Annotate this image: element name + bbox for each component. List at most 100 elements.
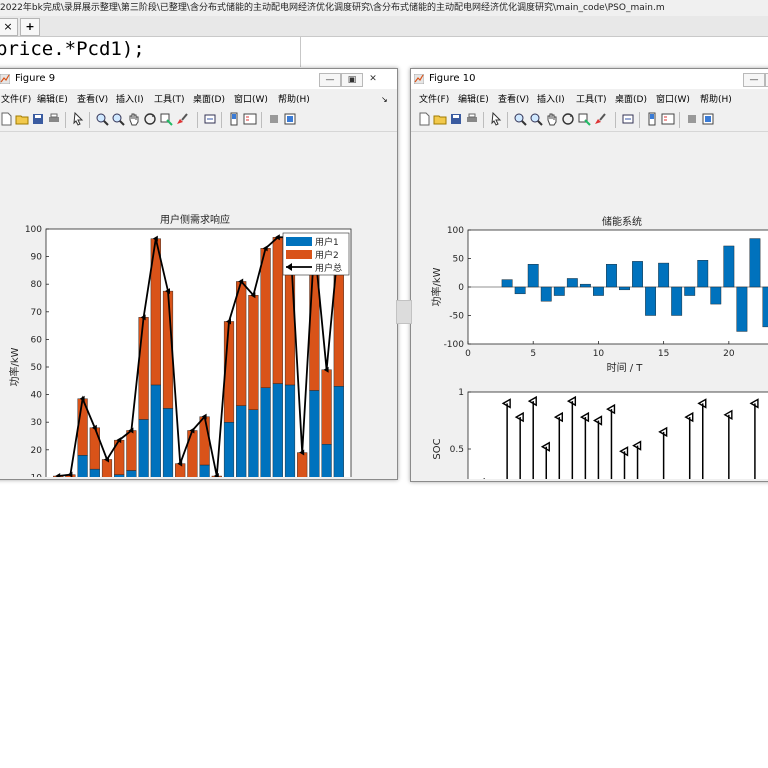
- y-tick-label: 10: [31, 473, 43, 477]
- data-cursor-icon[interactable]: [577, 112, 591, 126]
- toolbar-separator: [507, 112, 508, 128]
- menu-file[interactable]: 文件(F): [1, 95, 32, 105]
- maximize-button[interactable]: ▣: [765, 73, 768, 87]
- menu-help[interactable]: 帮助(H): [700, 95, 732, 105]
- soc-stem-marker: [632, 440, 642, 451]
- y-tick-label: 0.5: [450, 445, 464, 455]
- soc-stem-marker: [566, 395, 577, 407]
- minimize-button[interactable]: —: [319, 73, 341, 87]
- y-tick-label: 50: [31, 363, 43, 373]
- bar-user1: [272, 383, 283, 477]
- total-line-marker: [177, 460, 183, 467]
- figure-10-menubar: 文件(F) 编辑(E) 查看(V) 插入(I) 工具(T) 桌面(D) 窗口(W…: [411, 91, 768, 109]
- hide-tools-icon[interactable]: [685, 112, 699, 126]
- axes-box: [467, 391, 768, 479]
- tab-close-button[interactable]: ×: [0, 18, 18, 36]
- rotate-3d-icon[interactable]: [143, 112, 157, 126]
- link-plot-icon[interactable]: [621, 112, 635, 126]
- menu-window[interactable]: 窗口(W): [234, 95, 268, 105]
- colorbar-icon[interactable]: [645, 112, 659, 126]
- close-button[interactable]: ✕: [369, 74, 377, 84]
- menu-desktop[interactable]: 桌面(D): [615, 95, 647, 105]
- figure-9-window[interactable]: Figure 9 — ▣ ✕ 文件(F) 编辑(E) 查看(V) 插入(I) 工…: [0, 68, 398, 480]
- soc-stem-marker: [749, 398, 759, 409]
- pan-hand-icon[interactable]: [545, 112, 559, 126]
- total-line-marker: [116, 437, 122, 444]
- chart-title: 储能系统: [602, 215, 642, 228]
- legend-icon[interactable]: [243, 112, 257, 126]
- add-tab-button[interactable]: +: [20, 18, 40, 36]
- maximize-button[interactable]: ▣: [341, 73, 363, 87]
- open-file-icon[interactable]: [433, 112, 447, 126]
- legend-label-user1: 用户1: [315, 236, 339, 248]
- show-tools-icon[interactable]: [283, 112, 297, 126]
- pan-hand-icon[interactable]: [127, 112, 141, 126]
- soc-stem-marker: [723, 409, 733, 421]
- print-icon[interactable]: [47, 112, 61, 126]
- menu-view[interactable]: 查看(V): [498, 95, 530, 105]
- legend-label-total: 用户总: [315, 262, 342, 274]
- new-figure-icon[interactable]: [0, 112, 13, 126]
- bar-user2: [272, 237, 283, 384]
- zoom-in-icon[interactable]: [513, 112, 527, 126]
- show-tools-icon[interactable]: [701, 112, 715, 126]
- figure-9-menubar: 文件(F) 编辑(E) 查看(V) 插入(I) 工具(T) 桌面(D) 窗口(W…: [0, 91, 397, 109]
- figure-10-window[interactable]: Figure 10 — ▣ 文件(F) 编辑(E) 查看(V) 插入(I) 工具…: [410, 68, 768, 482]
- y-tick-label: 30: [31, 418, 43, 428]
- total-line-marker: [213, 473, 219, 477]
- menu-edit[interactable]: 编辑(E): [458, 95, 489, 105]
- storage-power-bar: [592, 286, 604, 296]
- zoom-out-icon[interactable]: [529, 112, 543, 126]
- figure-9-titlebar: Figure 9 — ▣ ✕: [0, 69, 397, 89]
- pointer-icon[interactable]: [489, 112, 503, 126]
- legend-marker-total: [286, 263, 292, 271]
- colorbar-icon[interactable]: [227, 112, 241, 126]
- code-editor[interactable]: price.*Pcd1);: [0, 37, 768, 67]
- minimize-button[interactable]: —: [743, 73, 765, 87]
- legend-icon[interactable]: [661, 112, 675, 126]
- menu-file[interactable]: 文件(F): [419, 95, 450, 105]
- menu-tools[interactable]: 工具(T): [576, 95, 607, 105]
- menu-edit[interactable]: 编辑(E): [37, 95, 68, 105]
- menu-help[interactable]: 帮助(H): [278, 95, 310, 105]
- print-icon[interactable]: [465, 112, 479, 126]
- storage-power-bar: [606, 263, 617, 288]
- save-icon[interactable]: [449, 112, 463, 126]
- dock-arrow-icon[interactable]: ↘: [381, 95, 388, 104]
- new-figure-icon[interactable]: [417, 112, 431, 126]
- zoom-in-icon[interactable]: [95, 112, 109, 126]
- brush-icon[interactable]: [593, 112, 607, 126]
- bar-user2: [321, 369, 332, 445]
- total-line-marker: [140, 314, 146, 321]
- storage-power-bar: [671, 286, 683, 316]
- window-splitter-handle[interactable]: [396, 300, 412, 324]
- link-plot-icon[interactable]: [203, 112, 217, 126]
- data-cursor-icon[interactable]: [159, 112, 173, 126]
- total-line-marker: [238, 278, 244, 285]
- brush-icon[interactable]: [175, 112, 189, 126]
- bar-user1: [150, 384, 161, 477]
- y-tick-label: -100: [444, 340, 465, 350]
- bar-user2: [126, 430, 137, 471]
- menu-window[interactable]: 窗口(W): [656, 95, 690, 105]
- zoom-out-icon[interactable]: [111, 112, 125, 126]
- save-icon[interactable]: [31, 112, 45, 126]
- figure-9-plot-area[interactable]: 用户侧需求响应 05101520250102030405060708090100…: [0, 132, 395, 477]
- bar-user2: [199, 416, 210, 466]
- pointer-icon[interactable]: [71, 112, 85, 126]
- y-tick-label: 40: [31, 391, 43, 401]
- file-path-bar: 2022年bk完成\录屏展示整理\第三阶段\已整理\含分布式储能的主动配电网经济…: [0, 0, 768, 17]
- rotate-3d-icon[interactable]: [561, 112, 575, 126]
- menu-desktop[interactable]: 桌面(D): [193, 95, 225, 105]
- matlab-figure-icon: [0, 74, 10, 84]
- hide-tools-icon[interactable]: [267, 112, 281, 126]
- menu-insert[interactable]: 插入(I): [537, 95, 565, 105]
- toolbar-separator: [65, 112, 66, 128]
- menu-view[interactable]: 查看(V): [77, 95, 109, 105]
- total-line-marker: [274, 234, 280, 241]
- storage-power-bar: [645, 286, 657, 316]
- menu-insert[interactable]: 插入(I): [116, 95, 144, 105]
- open-file-icon[interactable]: [15, 112, 29, 126]
- menu-tools[interactable]: 工具(T): [154, 95, 185, 105]
